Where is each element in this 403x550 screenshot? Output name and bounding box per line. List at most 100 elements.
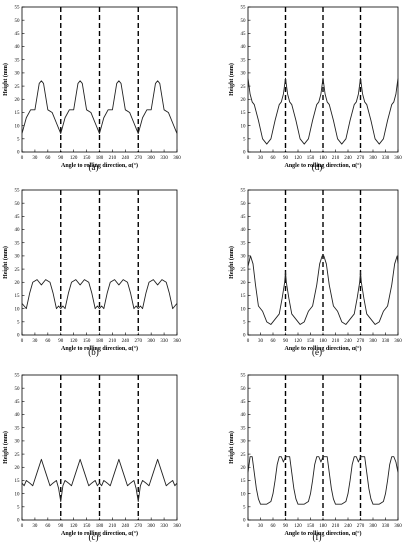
y-tick-label: 50 <box>15 19 21 24</box>
y-tick-label: 35 <box>241 426 247 431</box>
x-tick-label: 150 <box>307 156 315 161</box>
y-tick-label: 30 <box>15 440 21 445</box>
y-tick-label: 15 <box>241 111 247 116</box>
x-tick-label: 210 <box>109 524 117 529</box>
y-tick-label: 40 <box>241 45 247 50</box>
x-tick-label: 240 <box>344 339 352 344</box>
x-tick-label: 360 <box>394 524 402 529</box>
y-tick-label: 25 <box>241 453 247 458</box>
x-tick-label: 30 <box>32 524 38 529</box>
y-tick-label: 15 <box>15 111 21 116</box>
x-tick-label: 240 <box>344 524 352 529</box>
x-tick-label: 180 <box>96 524 104 529</box>
chart-panel-c: 0 5 10 15 20 25 30 35 40 45 50 55 0 30 60 90 120 150 180 21… <box>2 374 181 542</box>
x-tick-label: 60 <box>45 339 51 344</box>
x-tick-label: 0 <box>21 524 24 529</box>
y-tick-label: 30 <box>15 72 21 77</box>
y-tick-label: 35 <box>15 426 21 431</box>
y-tick-label: 30 <box>241 72 247 77</box>
chart-panel-a: 0 5 10 15 20 25 30 35 40 45 50 55 0 30 60 90 120 150 180 21… <box>2 6 181 172</box>
y-tick-label: 10 <box>15 492 21 497</box>
y-tick-label: 25 <box>15 268 21 273</box>
x-tick-label: 180 <box>96 156 104 161</box>
y-tick-label: 20 <box>15 466 21 471</box>
x-tick-label: 30 <box>32 156 38 161</box>
x-tick-label: 330 <box>382 524 390 529</box>
x-tick-label: 120 <box>70 339 78 344</box>
y-tick-label: 15 <box>15 294 21 299</box>
x-tick-label: 90 <box>283 524 289 529</box>
x-tick-label: 330 <box>160 156 168 161</box>
y-tick-label: 0 <box>243 334 246 339</box>
y-tick-label: 40 <box>15 228 21 233</box>
x-tick-label: 330 <box>382 156 390 161</box>
x-tick-label: 240 <box>122 524 130 529</box>
y-tick-label: 0 <box>17 334 20 339</box>
y-tick-label: 45 <box>241 400 247 405</box>
x-axis-label: Angle to rolling direction, α(°) <box>284 530 361 537</box>
x-axis-label: Angle to rolling direction, α(°) <box>284 345 361 352</box>
x-tick-label: 240 <box>344 156 352 161</box>
y-tick-label: 35 <box>241 58 247 63</box>
y-tick-label: 15 <box>241 479 247 484</box>
y-tick-label: 25 <box>15 453 21 458</box>
x-tick-label: 90 <box>58 339 64 344</box>
x-tick-label: 90 <box>58 524 64 529</box>
y-tick-label: 10 <box>241 124 247 129</box>
y-tick-label: 5 <box>17 506 20 511</box>
x-tick-label: 360 <box>173 524 181 529</box>
x-tick-label: 0 <box>247 156 250 161</box>
x-tick-label: 300 <box>369 524 377 529</box>
chart-panel-d: 0 5 10 15 20 25 30 35 40 45 50 55 0 30 60 90 120 150 180 21… <box>228 6 402 172</box>
y-tick-label: 55 <box>241 6 247 11</box>
x-tick-label: 180 <box>96 339 104 344</box>
x-tick-label: 180 <box>319 524 327 529</box>
x-tick-label: 120 <box>294 524 302 529</box>
y-tick-label: 5 <box>17 321 20 326</box>
y-tick-label: 30 <box>241 255 247 260</box>
chart-panel-f: 0 5 10 15 20 25 30 35 40 45 50 55 0 30 60 90 120 150 180 21… <box>228 374 402 542</box>
x-axis-label: Angle to rolling direction, α(°) <box>61 345 138 352</box>
x-tick-label: 0 <box>21 156 24 161</box>
x-tick-label: 360 <box>394 339 402 344</box>
panel-caption: (f) <box>313 532 322 542</box>
x-tick-label: 30 <box>32 339 38 344</box>
y-tick-label: 50 <box>15 202 21 207</box>
x-tick-label: 210 <box>109 156 117 161</box>
panel-caption: (c) <box>89 532 99 542</box>
x-tick-label: 300 <box>147 339 155 344</box>
height-series-line <box>21 80 178 135</box>
y-tick-label: 5 <box>17 138 20 143</box>
height-series-line <box>247 255 399 325</box>
x-tick-label: 300 <box>147 156 155 161</box>
x-tick-label: 180 <box>319 339 327 344</box>
x-tick-label: 30 <box>258 339 264 344</box>
y-tick-label: 55 <box>15 189 21 194</box>
panel-caption: (e) <box>312 347 322 357</box>
y-tick-label: 45 <box>15 400 21 405</box>
y-tick-label: 0 <box>243 519 246 524</box>
x-tick-label: 150 <box>83 524 91 529</box>
x-tick-label: 90 <box>283 339 289 344</box>
y-axis-label: Height (mm) <box>2 431 9 464</box>
x-tick-label: 360 <box>394 156 402 161</box>
x-tick-label: 270 <box>357 524 365 529</box>
x-tick-label: 120 <box>294 339 302 344</box>
x-tick-label: 30 <box>258 156 264 161</box>
y-tick-label: 50 <box>241 202 247 207</box>
y-tick-label: 30 <box>241 440 247 445</box>
y-tick-label: 5 <box>243 506 246 511</box>
x-axis-label: Angle to rolling direction, α(°) <box>284 162 361 169</box>
x-tick-label: 270 <box>135 339 143 344</box>
y-tick-label: 35 <box>15 58 21 63</box>
x-tick-label: 270 <box>135 524 143 529</box>
x-tick-label: 360 <box>173 156 181 161</box>
x-tick-label: 210 <box>109 339 117 344</box>
y-axis-label: Height (mm) <box>2 246 9 279</box>
x-tick-label: 210 <box>332 156 340 161</box>
y-tick-label: 0 <box>17 519 20 524</box>
x-axis-label: Angle to rolling direction, α(°) <box>61 530 138 537</box>
y-tick-label: 5 <box>243 138 246 143</box>
y-tick-label: 20 <box>15 98 21 103</box>
x-tick-label: 0 <box>247 524 250 529</box>
